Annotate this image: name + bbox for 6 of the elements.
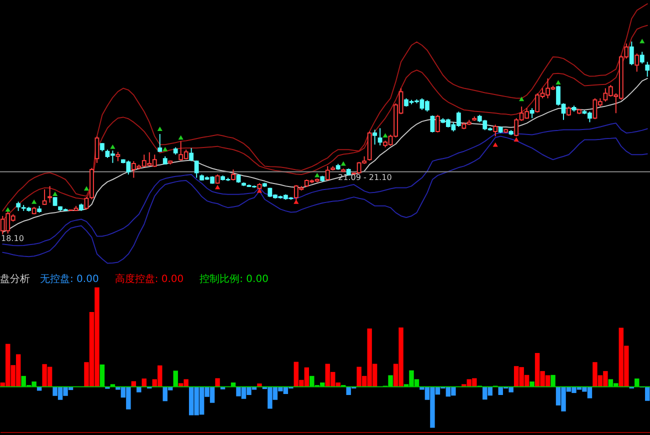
chart-title: 盘分析 xyxy=(0,273,30,285)
series-label: 高度控盘: 0.00 xyxy=(114,273,184,285)
text: 控制比例: 0.00 xyxy=(200,273,268,285)
text: 无控盘: 0.00 xyxy=(40,273,99,285)
annotation: 21.09 - 21.10 xyxy=(338,173,392,182)
annotation: 18.10 xyxy=(1,234,24,243)
